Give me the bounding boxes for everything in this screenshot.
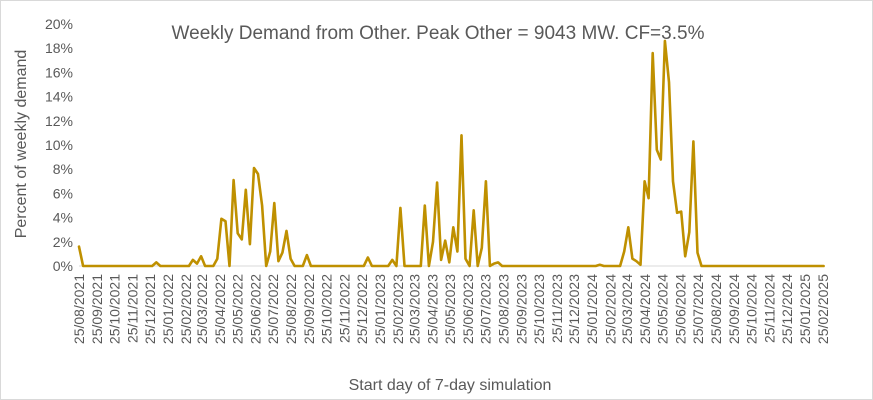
y-tick-label: 16% [45, 64, 73, 80]
x-tick-label: 25/01/2025 [797, 274, 813, 344]
y-axis-title: Percent of weekly demand [13, 50, 30, 239]
y-tick-label: 4% [53, 210, 73, 226]
x-tick-label: 25/08/2024 [708, 274, 724, 344]
x-tick-label: 25/01/2024 [584, 274, 600, 344]
x-tick-label: 25/08/2021 [71, 274, 87, 344]
x-tick-label: 25/03/2024 [619, 274, 635, 344]
x-tick-label: 25/09/2021 [89, 274, 105, 344]
x-tick-label: 25/09/2022 [301, 274, 317, 344]
x-tick-label: 25/11/2024 [762, 274, 778, 343]
x-tick-label: 25/12/2022 [354, 274, 370, 344]
x-tick-label: 25/06/2023 [460, 274, 476, 344]
x-tick-label: 25/05/2023 [442, 274, 458, 344]
series-line [77, 39, 825, 268]
x-tick-label: 25/04/2023 [424, 274, 440, 344]
x-tick-label: 25/07/2024 [690, 274, 706, 344]
x-tick-label: 25/06/2024 [673, 274, 689, 344]
x-tick-label: 25/07/2022 [265, 274, 281, 344]
y-tick-label: 10% [45, 137, 73, 153]
plot-series [77, 39, 825, 268]
y-axis-ticks: 0% 2% 4% 6% 8% 10% 12% 14% 16% 18% 20% [45, 16, 73, 274]
y-tick-label: 18% [45, 40, 73, 56]
x-tick-label: 25/11/2022 [337, 274, 353, 343]
x-tick-label: 25/06/2022 [248, 274, 264, 344]
y-tick-label: 8% [53, 161, 73, 177]
x-tick-label: 25/01/2023 [372, 274, 388, 344]
x-tick-label: 25/10/2022 [319, 274, 335, 344]
x-tick-label: 25/09/2024 [726, 274, 742, 344]
x-tick-label: 25/03/2023 [406, 274, 422, 344]
x-tick-label: 25/10/2021 [106, 274, 122, 344]
x-axis-title: Start day of 7-day simulation [349, 377, 552, 394]
x-tick-label: 25/05/2022 [230, 274, 246, 344]
x-tick-label: 25/04/2024 [637, 274, 653, 344]
x-tick-label: 25/09/2023 [513, 274, 529, 344]
x-tick-label: 25/12/2021 [142, 274, 158, 344]
x-tick-label: 25/05/2024 [655, 274, 671, 344]
x-tick-label: 25/01/2022 [160, 274, 176, 344]
x-axis-ticks: 25/08/2021 25/09/2021 25/10/2021 25/11/2021… [71, 274, 831, 344]
x-tick-label: 25/02/2024 [602, 274, 618, 344]
x-tick-label: 25/08/2023 [495, 274, 511, 344]
x-tick-label: 25/04/2022 [212, 274, 228, 344]
y-tick-label: 6% [53, 185, 73, 201]
x-tick-label: 25/07/2023 [477, 274, 493, 344]
y-tick-label: 20% [45, 16, 73, 32]
x-tick-label: 25/11/2023 [549, 274, 565, 343]
x-tick-label: 25/12/2023 [566, 274, 582, 344]
chart-title: Weekly Demand from Other. Peak Other = 9… [172, 23, 705, 44]
x-tick-label: 25/08/2022 [283, 274, 299, 344]
y-tick-label: 12% [45, 113, 73, 129]
x-tick-label: 25/02/2022 [178, 274, 194, 344]
y-tick-label: 14% [45, 89, 73, 105]
x-tick-label: 25/03/2022 [194, 274, 210, 344]
y-tick-label: 2% [53, 234, 73, 250]
y-tick-label: 0% [53, 258, 73, 274]
x-tick-label: 25/10/2023 [531, 274, 547, 344]
x-tick-label: 25/10/2024 [744, 274, 760, 344]
x-tick-label: 25/11/2021 [124, 274, 140, 343]
x-tick-label: 25/02/2023 [390, 274, 406, 344]
x-tick-label: 25/12/2024 [779, 274, 795, 344]
x-tick-label: 25/02/2025 [815, 274, 831, 344]
